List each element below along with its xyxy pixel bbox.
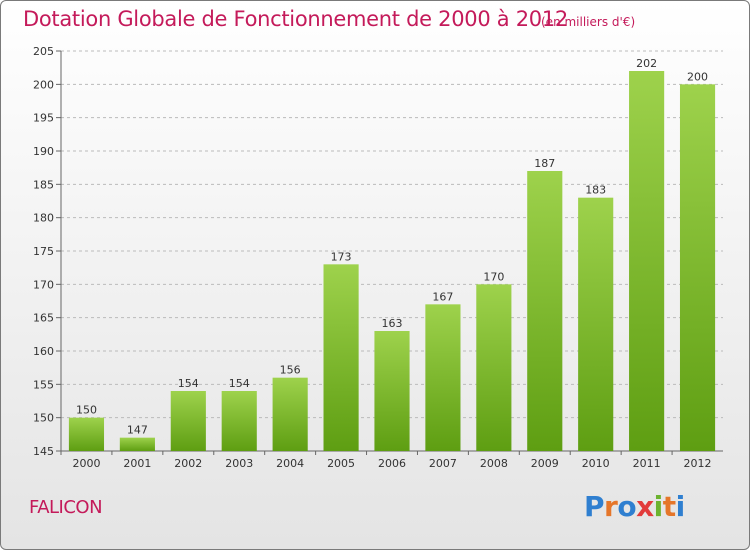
- y-tick-label: 150: [33, 412, 54, 425]
- y-tick-label: 185: [33, 178, 54, 191]
- data-label-2003: 154: [229, 377, 250, 390]
- data-label-2002: 154: [178, 377, 199, 390]
- y-tick-label: 165: [33, 312, 54, 325]
- x-tick-label: 2003: [225, 457, 253, 470]
- x-tick-label: 2001: [123, 457, 151, 470]
- y-tick-label: 160: [33, 345, 54, 358]
- data-label-2000: 150: [76, 404, 97, 417]
- data-label-2009: 187: [534, 157, 555, 170]
- data-label-2005: 173: [331, 250, 352, 263]
- x-tick-label: 2011: [633, 457, 661, 470]
- bar-2008: [476, 284, 512, 451]
- x-tick-label: 2012: [684, 457, 712, 470]
- y-tick-label: 145: [33, 445, 54, 458]
- x-tick-label: 2009: [531, 457, 559, 470]
- bars: [68, 71, 716, 451]
- x-tick-label: 2006: [378, 457, 406, 470]
- data-label-2001: 147: [127, 424, 148, 437]
- chart-subtitle: (en milliers d'€): [541, 15, 636, 29]
- bar-2011: [629, 71, 665, 451]
- bar-2012: [679, 84, 716, 451]
- logo-letter: t: [662, 490, 676, 523]
- data-label-2012: 200: [687, 70, 708, 83]
- y-tick-label: 190: [33, 145, 54, 158]
- x-tick-label: 2010: [582, 457, 610, 470]
- logo-letter: P: [584, 490, 605, 523]
- data-label-2010: 183: [585, 184, 606, 197]
- bar-2004: [272, 377, 308, 451]
- commune-name: FALICON: [29, 497, 103, 518]
- x-tick-label: 2004: [276, 457, 304, 470]
- logo-letter: i: [653, 490, 664, 523]
- bar-2006: [374, 331, 410, 451]
- y-tick-label: 195: [33, 112, 54, 125]
- bar-2010: [578, 197, 614, 451]
- bar-2003: [221, 391, 257, 451]
- data-label-2008: 170: [483, 270, 504, 283]
- y-tick-label: 170: [33, 278, 54, 291]
- y-tick-label: 200: [33, 78, 54, 91]
- bar-2007: [425, 304, 461, 451]
- y-tick-label: 175: [33, 245, 54, 258]
- bar-2005: [323, 264, 359, 451]
- y-tick-label: 180: [33, 212, 54, 225]
- proxiti-logo: Proxiti: [584, 490, 685, 523]
- x-tick-label: 2007: [429, 457, 457, 470]
- bar-2009: [527, 171, 563, 451]
- logo-letter: o: [617, 490, 637, 523]
- bar-2002: [170, 391, 206, 451]
- data-label-2007: 167: [432, 290, 453, 303]
- bar-2001: [119, 437, 155, 451]
- data-label-2006: 163: [382, 317, 403, 330]
- logo-letter: i: [675, 490, 686, 523]
- x-tick-label: 2002: [174, 457, 202, 470]
- bar-2000: [68, 417, 105, 451]
- data-label-2004: 156: [280, 364, 301, 377]
- data-labels: 150 147 154 154 156 173 163 167 170 187 183 202 200: [76, 57, 708, 437]
- y-tick-label: 205: [33, 45, 54, 58]
- logo-letter: r: [604, 490, 618, 523]
- data-label-2011: 202: [636, 57, 657, 70]
- chart-title: Dotation Globale de Fonctionnement de 20…: [23, 7, 568, 31]
- y-tick-label: 155: [33, 378, 54, 391]
- x-tick-label: 2005: [327, 457, 355, 470]
- x-tick-label: 2000: [72, 457, 100, 470]
- x-tick-label: 2008: [480, 457, 508, 470]
- logo-letter: x: [636, 490, 654, 523]
